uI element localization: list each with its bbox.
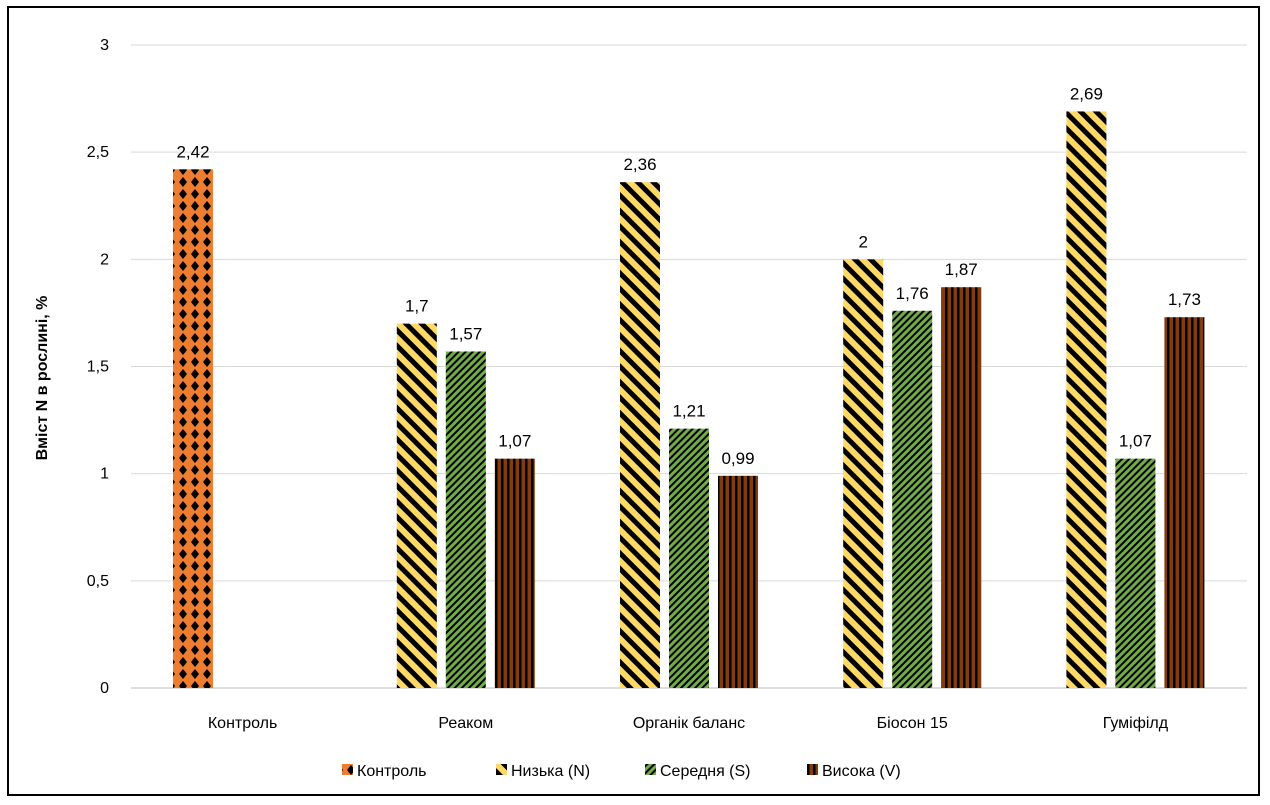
legend-swatch [496,764,507,775]
legend-swatch [342,764,353,775]
bar [396,323,437,688]
chart-frame: 0 0,5 1 1,5 2 2,5 3 Вміст N в рослині, % 2,42 1… [7,6,1260,796]
x-tick-label: Реаком [438,715,493,732]
legend-label: Середня (S) [660,763,751,780]
legend-label: Низька (N) [511,763,590,780]
data-label: 1,07 [498,432,531,451]
legend-label: Контроль [357,763,427,780]
legend-label: Висока (V) [822,763,901,780]
data-label: 2 [858,232,867,251]
y-tick-label: 0,5 [87,573,109,590]
bar [843,259,884,688]
bar [892,310,933,688]
bar [669,428,709,688]
x-axis-ticks: Контроль Реаком Органік баланс Біосон 15 Гум… [208,715,1169,732]
legend-swatch [807,764,818,775]
y-tick-label: 3 [100,37,109,54]
y-tick-label: 1 [100,466,109,483]
x-tick-label: Біосон 15 [877,715,948,732]
bar [1115,458,1156,688]
y-tick-label: 1,5 [87,359,109,376]
data-label: 2,69 [1070,84,1103,103]
y-tick-label: 2 [100,251,109,268]
data-label: 1,21 [672,402,705,421]
data-label: 1,73 [1168,290,1201,309]
x-tick-label: Контроль [208,715,278,732]
y-tick-label: 0 [100,680,109,697]
y-axis-label: Вміст N в рослині, % [34,296,51,461]
data-label: 1,57 [449,324,482,343]
data-label: 0,99 [721,449,754,468]
x-tick-label: Органік баланс [633,715,745,732]
legend: Контроль Низька (N) Середня (S) Висока (V) [342,763,901,780]
bar [494,458,535,688]
data-label: 2,36 [623,155,656,174]
bar [941,287,982,688]
data-label: 1,7 [405,297,429,316]
data-label: 2,42 [176,142,209,161]
data-label: 1,07 [1119,432,1152,451]
bar [1066,111,1107,688]
y-axis-ticks: 0 0,5 1 1,5 2 2,5 3 [87,37,109,697]
data-labels: 2,42 1,7 1,57 1,07 2,36 1,21 0,99 2 1,76 1,87 2,69… [176,84,1200,467]
bar [620,182,660,688]
legend-swatch [645,764,656,775]
data-label: 1,87 [945,260,978,279]
x-tick-label: Гуміфілд [1103,715,1169,732]
bar [718,475,758,688]
bar-chart: 0 0,5 1 1,5 2 2,5 3 Вміст N в рослині, % 2,42 1… [34,37,1247,780]
bars [173,111,1205,688]
bar [445,351,486,688]
bar [1164,317,1205,688]
y-tick-label: 2,5 [87,144,109,161]
bar [173,169,213,688]
data-label: 1,76 [896,284,929,303]
